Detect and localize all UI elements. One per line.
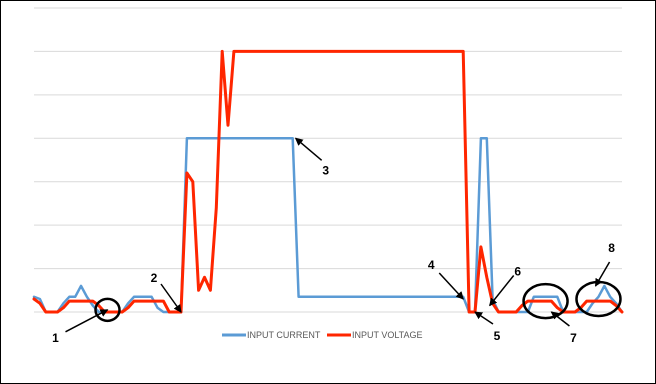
callout-arrow-5 <box>474 311 494 325</box>
callout-annotations: 1 2 3 4 5 6 7 8 <box>52 137 615 345</box>
legend: INPUT CURRENT INPUT VOLTAGE <box>222 330 423 340</box>
callout-circle <box>522 282 569 320</box>
callout-label-5: 5 <box>494 329 501 343</box>
callout-arrow-3 <box>294 137 323 161</box>
callout-label-2: 2 <box>151 271 158 285</box>
callout-arrow-7 <box>550 311 570 327</box>
callout-arrow-4 <box>438 272 464 300</box>
callout-label-3: 3 <box>322 163 329 177</box>
callout-label-7: 7 <box>570 331 577 345</box>
callout-arrow-2 <box>160 283 182 313</box>
callout-circle <box>575 280 622 318</box>
callout-arrow-8 <box>594 261 611 287</box>
callout-circle <box>94 297 121 323</box>
callout-arrow-1 <box>65 309 109 333</box>
callout-label-4: 4 <box>428 258 435 272</box>
callout-arrow-6 <box>489 275 515 307</box>
callout-label-1: 1 <box>52 331 59 345</box>
series-line-input-current <box>32 137 624 314</box>
callout-label-8: 8 <box>608 241 615 255</box>
gridlines <box>34 7 622 313</box>
legend-label-2: INPUT VOLTAGE <box>352 330 423 340</box>
legend-label-1: INPUT CURRENT <box>247 330 321 340</box>
callout-label-6: 6 <box>514 264 521 278</box>
